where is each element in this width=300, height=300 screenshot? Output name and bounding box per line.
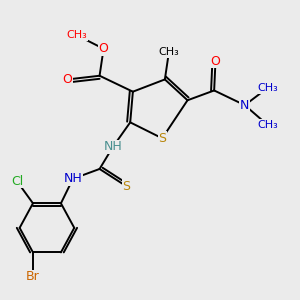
Text: O: O	[99, 42, 109, 55]
Text: CH₃: CH₃	[257, 120, 278, 130]
Text: CH₃: CH₃	[257, 83, 278, 93]
Text: Cl: Cl	[11, 175, 23, 188]
Text: CH₃: CH₃	[67, 30, 87, 40]
Text: NH: NH	[103, 140, 122, 153]
Text: O: O	[211, 55, 220, 68]
Text: S: S	[158, 132, 166, 145]
Text: NH: NH	[64, 172, 82, 185]
Text: CH₃: CH₃	[158, 47, 179, 57]
Text: N: N	[240, 99, 250, 112]
Text: O: O	[63, 73, 73, 86]
Text: Br: Br	[26, 270, 40, 284]
Text: S: S	[122, 180, 130, 193]
